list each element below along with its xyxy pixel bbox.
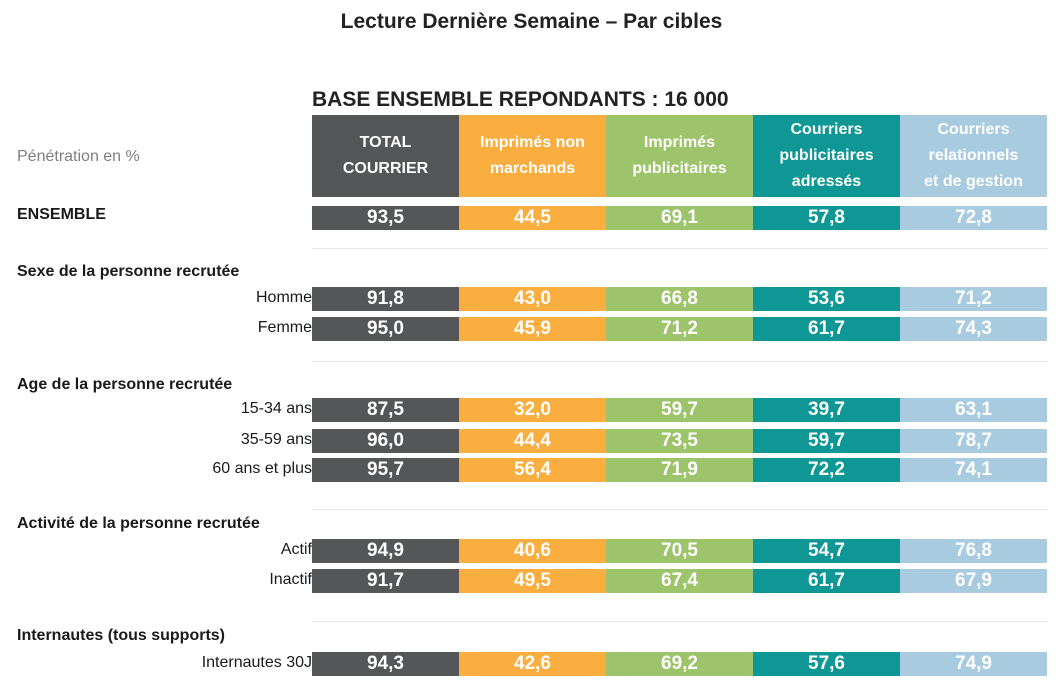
- base-label: BASE ENSEMBLE REPONDANTS : 16 000: [312, 88, 729, 111]
- row-label: 35-59 ans: [240, 431, 312, 448]
- value-cell-total: 95,0: [312, 317, 459, 341]
- value-cell-publicitaires: 73,5: [606, 429, 753, 453]
- value-cell-total: 95,7: [312, 458, 459, 482]
- unit-label: Pénétration en %: [17, 148, 140, 165]
- value-cell-publicitaires: 71,9: [606, 458, 753, 482]
- value-cell-non_marchands: 32,0: [459, 398, 606, 422]
- value-cell-non_marchands: 43,0: [459, 287, 606, 311]
- row-label: 15-34 ans: [240, 400, 312, 417]
- value-cell-total: 96,0: [312, 429, 459, 453]
- row-label-ensemble: ENSEMBLE: [17, 206, 106, 223]
- value-cell-publicitaires: 69,2: [606, 652, 753, 676]
- value-cell-relationnels: 76,8: [900, 539, 1047, 563]
- separator-line: [312, 621, 1048, 622]
- group-title: Age de la personne recrutée: [17, 376, 233, 393]
- value-cell-adresses: 39,7: [753, 398, 900, 422]
- value-cell-total: 94,9: [312, 539, 459, 563]
- value-cell-total: 87,5: [312, 398, 459, 422]
- value-cell-adresses: 54,7: [753, 539, 900, 563]
- value-cell-relationnels: 72,8: [900, 206, 1047, 230]
- value-cell-relationnels: 78,7: [900, 429, 1047, 453]
- value-cell-relationnels: 71,2: [900, 287, 1047, 311]
- row-label: Actif: [280, 541, 312, 558]
- group-title: Internautes (tous supports): [17, 627, 226, 644]
- value-cell-relationnels: 63,1: [900, 398, 1047, 422]
- row-label: 60 ans et plus: [212, 460, 312, 477]
- value-cell-adresses: 61,7: [753, 569, 900, 593]
- row-label: Internautes 30J: [201, 654, 312, 671]
- group-title: Activité de la personne recrutée: [17, 515, 260, 532]
- value-cell-publicitaires: 67,4: [606, 569, 753, 593]
- column-header-non_marchands: Imprimés non marchands: [459, 115, 606, 197]
- value-cell-adresses: 59,7: [753, 429, 900, 453]
- value-cell-relationnels: 74,1: [900, 458, 1047, 482]
- chart-title: Lecture Dernière Semaine – Par cibles: [340, 10, 723, 33]
- value-cell-non_marchands: 56,4: [459, 458, 606, 482]
- column-header-total: TOTAL COURRIER: [312, 115, 459, 197]
- value-cell-non_marchands: 44,4: [459, 429, 606, 453]
- value-cell-adresses: 57,6: [753, 652, 900, 676]
- group-title: Sexe de la personne recrutée: [17, 263, 240, 280]
- value-cell-adresses: 53,6: [753, 287, 900, 311]
- value-cell-total: 93,5: [312, 206, 459, 230]
- separator-line: [312, 248, 1048, 249]
- value-cell-publicitaires: 66,8: [606, 287, 753, 311]
- value-cell-publicitaires: 70,5: [606, 539, 753, 563]
- value-cell-non_marchands: 49,5: [459, 569, 606, 593]
- row-label: Homme: [255, 289, 312, 306]
- separator-line: [312, 361, 1048, 362]
- value-cell-adresses: 57,8: [753, 206, 900, 230]
- value-cell-relationnels: 74,9: [900, 652, 1047, 676]
- column-header-relationnels: Courriers relationnels et de gestion: [900, 115, 1047, 197]
- value-cell-publicitaires: 71,2: [606, 317, 753, 341]
- column-header-adresses: Courriers publicitaires adressés: [753, 115, 900, 197]
- column-header-publicitaires: Imprimés publicitaires: [606, 115, 753, 197]
- value-cell-relationnels: 67,9: [900, 569, 1047, 593]
- value-cell-adresses: 72,2: [753, 458, 900, 482]
- value-cell-non_marchands: 45,9: [459, 317, 606, 341]
- value-cell-non_marchands: 42,6: [459, 652, 606, 676]
- row-label: Inactif: [269, 571, 312, 588]
- value-cell-adresses: 61,7: [753, 317, 900, 341]
- value-cell-publicitaires: 69,1: [606, 206, 753, 230]
- row-label: Femme: [257, 319, 312, 336]
- value-cell-total: 91,8: [312, 287, 459, 311]
- value-cell-publicitaires: 59,7: [606, 398, 753, 422]
- value-cell-total: 94,3: [312, 652, 459, 676]
- separator-line: [312, 509, 1048, 510]
- value-cell-non_marchands: 44,5: [459, 206, 606, 230]
- value-cell-total: 91,7: [312, 569, 459, 593]
- value-cell-relationnels: 74,3: [900, 317, 1047, 341]
- value-cell-non_marchands: 40,6: [459, 539, 606, 563]
